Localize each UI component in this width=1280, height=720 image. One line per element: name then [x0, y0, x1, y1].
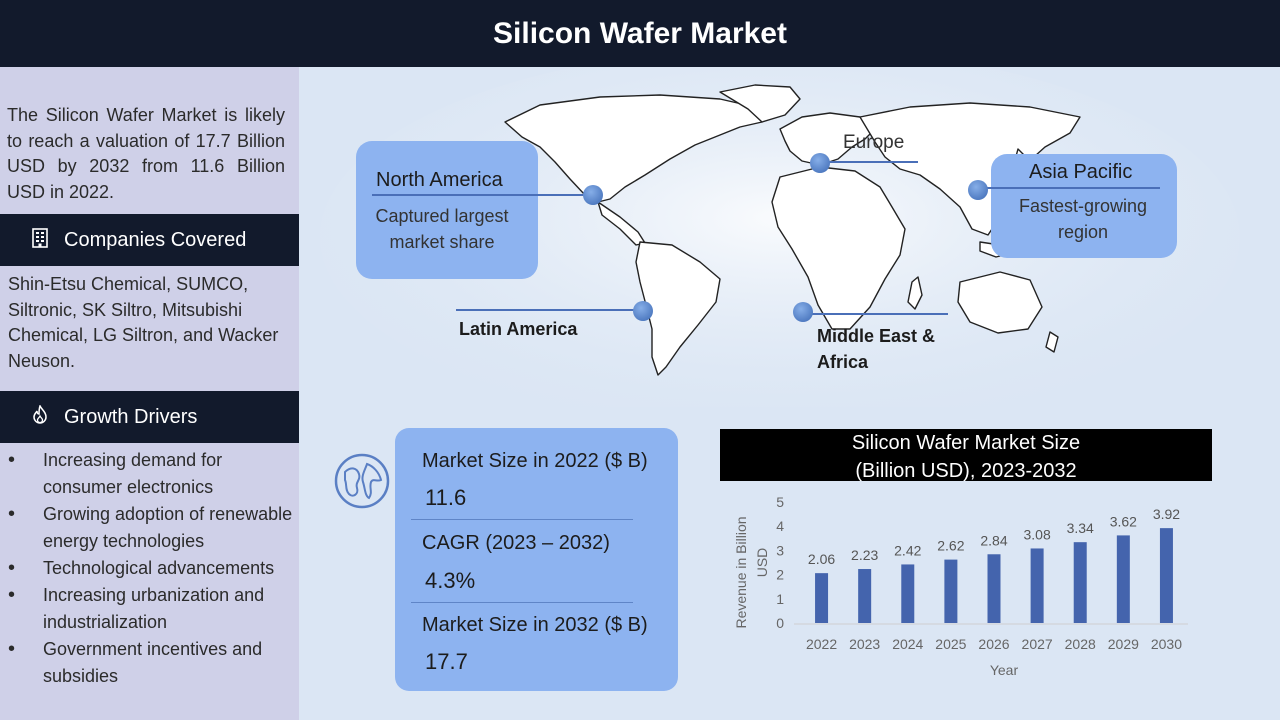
chart-title-line2: (Billion USD), 2023-2032 — [855, 460, 1077, 482]
divider — [411, 519, 633, 520]
bar — [987, 554, 1001, 623]
market-size-2032-value: 17.7 — [425, 649, 468, 674]
north-america-card — [356, 141, 538, 279]
north-america-marker — [583, 185, 603, 205]
y-tick-label: 4 — [776, 518, 784, 534]
companies-heading: Companies Covered — [0, 214, 299, 266]
cagr-label: CAGR (2023 – 2032) — [422, 532, 610, 554]
x-tick-label: 2026 — [978, 636, 1009, 652]
intro-text: The Silicon Wafer Market is likely to re… — [7, 105, 285, 202]
bar — [858, 569, 872, 623]
y-tick-label: 0 — [776, 615, 784, 631]
cagr-value: 4.3% — [425, 568, 476, 593]
europe-title: Europe — [843, 132, 905, 153]
y-axis-label-line2: USD — [754, 548, 770, 578]
data-label: 3.62 — [1110, 513, 1137, 529]
stats-panel: Market Size in 2022 ($ B) 11.6 CAGR (202… — [395, 428, 678, 691]
bar — [901, 564, 915, 623]
x-tick-label: 2025 — [935, 636, 966, 652]
drivers-list: Increasing demand for consumer electroni… — [0, 447, 299, 690]
companies-heading-label: Companies Covered — [64, 228, 247, 251]
asia-pacific-card — [991, 154, 1177, 258]
x-tick-label: 2022 — [806, 636, 837, 652]
chart-title-line1: Silicon Wafer Market Size — [851, 432, 1081, 454]
asia-pacific-connector — [976, 187, 1160, 189]
europe-connector — [820, 161, 918, 163]
x-axis-label: Year — [990, 662, 1019, 678]
mea-connector — [800, 313, 948, 315]
europe-marker — [810, 153, 830, 173]
y-tick-label: 1 — [776, 591, 784, 607]
y-tick-label: 2 — [776, 567, 784, 583]
latin-america-connector — [456, 309, 642, 311]
x-tick-label: 2024 — [892, 636, 923, 652]
list-item: Technological advancements — [0, 555, 299, 582]
asia-pacific-marker — [968, 180, 988, 200]
bar — [1073, 542, 1087, 623]
bar — [815, 573, 829, 623]
y-tick-label: 3 — [776, 542, 784, 558]
north-america-title: North America — [376, 169, 503, 191]
bar-chart: 0 1 2 3 4 5 2.06 2022 2.23 2023 2.42 2024 2.62 2025 2.… — [733, 494, 1188, 678]
market-size-2022-value: 11.6 — [425, 485, 467, 510]
latin-america-title: Latin America — [459, 319, 578, 339]
latin-america-marker — [633, 301, 653, 321]
data-label: 2.62 — [937, 538, 964, 554]
mea-marker — [793, 302, 813, 322]
market-size-2032-label: Market Size in 2032 ($ B) — [422, 614, 648, 636]
bar — [944, 559, 958, 623]
bar — [1116, 535, 1130, 623]
bar — [1159, 528, 1173, 623]
title-bar: Silicon Wafer Market — [0, 0, 1280, 67]
bar — [1030, 548, 1044, 623]
page-title: Silicon Wafer Market — [493, 17, 787, 50]
x-tick-label: 2030 — [1151, 636, 1182, 652]
globe-icon — [333, 452, 391, 510]
list-item: Government incentives and subsidies — [0, 636, 299, 690]
world-map — [320, 67, 1240, 407]
north-america-connector — [372, 194, 590, 196]
x-tick-label: 2029 — [1108, 636, 1139, 652]
x-tick-label: 2027 — [1022, 636, 1053, 652]
data-label: 2.84 — [980, 532, 1007, 548]
building-icon — [30, 227, 50, 253]
market-size-2022-label: Market Size in 2022 ($ B) — [422, 450, 648, 472]
data-label: 2.23 — [851, 547, 878, 563]
asia-pacific-sub: Fastest-growing region — [1018, 196, 1148, 242]
world-map-area — [300, 67, 1280, 407]
list-item: Increasing demand for consumer electroni… — [0, 447, 299, 501]
data-label: 2.42 — [894, 542, 921, 558]
data-label: 3.08 — [1023, 526, 1050, 542]
companies-list: Shin-Etsu Chemical, SUMCO, Siltronic, SK… — [8, 274, 279, 371]
drivers-heading: Growth Drivers — [0, 391, 299, 443]
drivers-heading-label: Growth Drivers — [64, 405, 198, 428]
divider — [411, 602, 633, 603]
list-item: Growing adoption of renewable energy tec… — [0, 501, 299, 555]
x-tick-label: 2023 — [849, 636, 880, 652]
asia-pacific-title: Asia Pacific — [1029, 161, 1133, 183]
north-america-sub: Captured largest market share — [375, 206, 509, 252]
flame-icon — [30, 403, 50, 430]
chart-title: Silicon Wafer Market Size (Billion USD),… — [720, 429, 1212, 482]
y-axis-label-line1: Revenue in Billion — [733, 516, 749, 628]
sidebar: The Silicon Wafer Market is likely to re… — [0, 67, 299, 720]
list-item: Increasing urbanization and industrializ… — [0, 582, 299, 636]
mea-title: Middle East & Africa — [817, 326, 936, 372]
data-label: 2.06 — [808, 551, 835, 567]
y-tick-label: 5 — [776, 494, 784, 510]
data-label: 3.34 — [1067, 520, 1094, 536]
x-tick-label: 2028 — [1065, 636, 1096, 652]
data-label: 3.92 — [1153, 506, 1180, 522]
